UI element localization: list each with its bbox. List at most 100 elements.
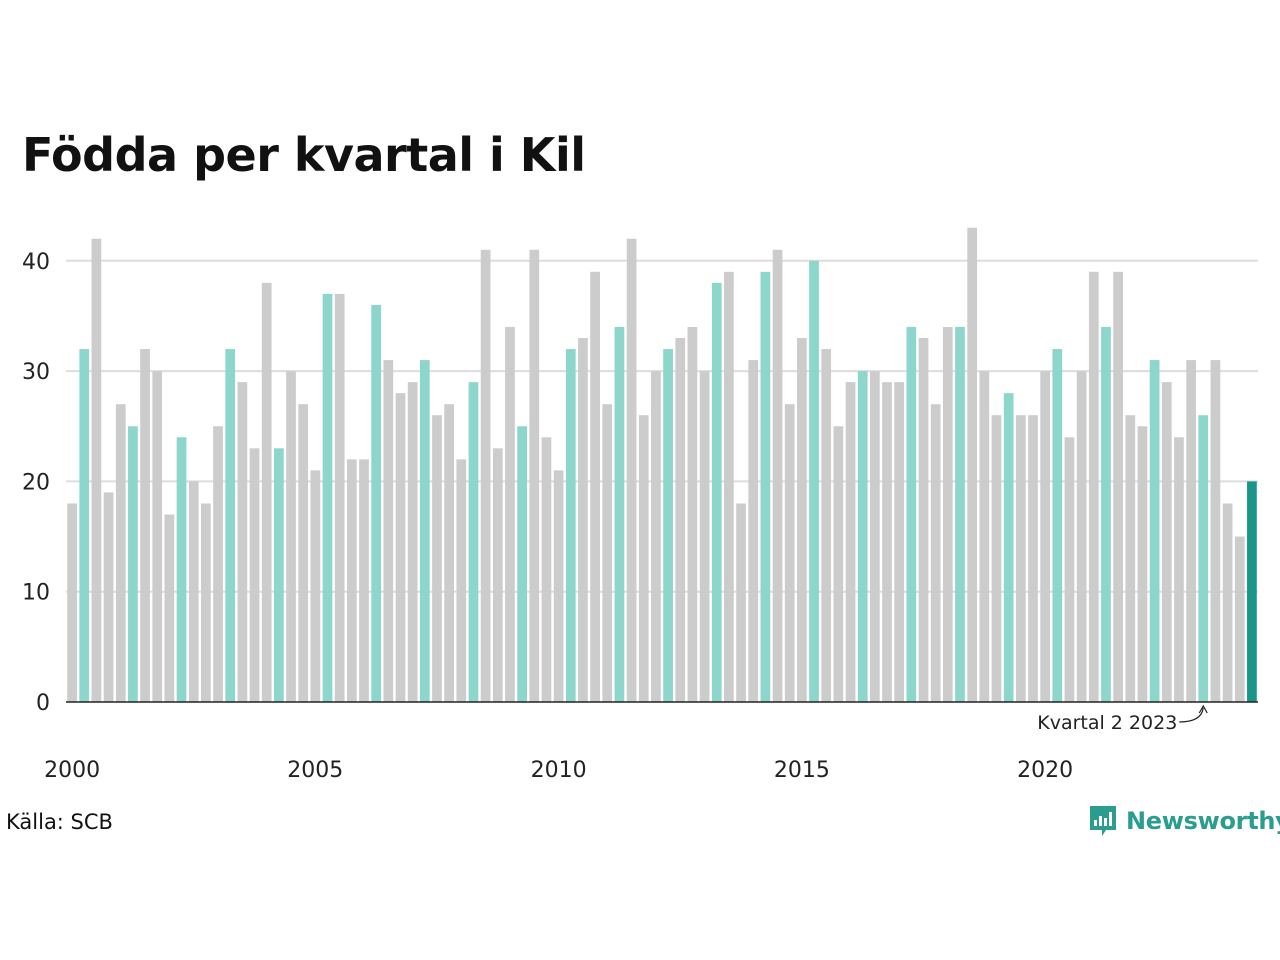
bar — [918, 338, 929, 702]
bar — [626, 238, 637, 703]
annotation-arrowhead — [1198, 704, 1208, 714]
bar — [1076, 371, 1087, 702]
bar — [176, 437, 187, 702]
bar — [444, 404, 455, 702]
bar — [1052, 349, 1063, 702]
bar — [468, 382, 479, 702]
bar — [383, 360, 394, 702]
bar — [334, 293, 345, 702]
bar — [1028, 415, 1038, 702]
bar — [1088, 271, 1099, 702]
annotation-label: Kvartal 2 2023 — [1037, 712, 1177, 734]
bar — [419, 360, 430, 702]
bar — [1137, 426, 1148, 702]
bar — [91, 238, 102, 703]
bar — [492, 448, 503, 702]
y-tick-label: 40 — [22, 250, 50, 275]
bar — [809, 260, 819, 702]
bar — [480, 249, 491, 702]
bar — [1161, 382, 1172, 702]
bar — [894, 382, 905, 702]
bar — [1113, 271, 1123, 702]
bar — [821, 349, 832, 702]
bar — [359, 459, 369, 702]
bar — [1222, 503, 1233, 702]
bar — [371, 304, 382, 702]
newsworthy-logo-icon — [1090, 806, 1116, 836]
bar — [955, 326, 965, 702]
brand-name: Newsworthy — [1126, 807, 1280, 835]
bar — [140, 349, 150, 702]
bar — [201, 503, 211, 702]
bar — [1210, 360, 1221, 702]
bar — [213, 426, 223, 702]
bar — [1015, 415, 1026, 702]
x-axis-ticks: 2000 2005 2010 2015 2020 — [44, 758, 1073, 783]
bar — [1003, 393, 1014, 702]
bar — [1198, 415, 1209, 702]
bar — [1125, 415, 1136, 702]
bar — [565, 349, 576, 702]
bar — [249, 448, 260, 702]
bar — [273, 448, 284, 702]
bar — [115, 404, 126, 702]
bar — [724, 271, 734, 702]
bar — [1174, 437, 1184, 702]
bar — [1149, 360, 1160, 702]
bar — [67, 503, 77, 702]
x-tick-label: 2005 — [287, 758, 343, 783]
annotation-arrow — [1179, 707, 1204, 723]
bar — [1234, 536, 1245, 702]
bar — [79, 349, 90, 702]
y-tick-label: 10 — [22, 581, 50, 606]
bar — [967, 227, 978, 702]
y-axis-ticks: 0 10 20 30 40 — [22, 250, 50, 716]
bar — [237, 382, 248, 702]
bar — [553, 470, 564, 702]
bar — [541, 437, 552, 702]
bar — [930, 404, 941, 702]
bar — [395, 393, 406, 702]
bar — [602, 404, 613, 702]
bar — [456, 459, 467, 702]
bar — [784, 404, 795, 702]
bar — [736, 503, 746, 702]
bar — [638, 415, 649, 702]
bar — [1064, 437, 1075, 702]
bar — [1186, 360, 1196, 702]
bar — [128, 426, 138, 702]
bar — [164, 514, 175, 702]
bar — [772, 249, 783, 702]
bar — [152, 371, 163, 702]
bar — [614, 326, 625, 702]
bar — [578, 338, 588, 702]
x-tick-label: 2000 — [44, 758, 100, 783]
bar — [407, 382, 418, 702]
x-tick-label: 2015 — [774, 758, 830, 783]
bar — [699, 371, 710, 702]
bar — [505, 326, 515, 702]
bar — [663, 349, 673, 702]
x-tick-label: 2020 — [1017, 758, 1073, 783]
y-tick-label: 0 — [36, 691, 50, 716]
bar — [310, 470, 321, 702]
bar — [711, 282, 722, 702]
brand-logo[interactable]: Newsworthy — [1088, 804, 1280, 838]
bar — [979, 371, 990, 702]
bar — [103, 492, 114, 702]
bar — [687, 326, 698, 702]
y-tick-label: 20 — [22, 470, 50, 495]
bar — [906, 326, 917, 702]
bar — [529, 249, 540, 702]
bar — [261, 282, 272, 702]
bars — [67, 227, 1257, 703]
bar — [760, 271, 771, 702]
bar — [651, 371, 661, 702]
source-label: Källa: SCB — [6, 810, 113, 834]
bar — [833, 426, 844, 702]
bar — [517, 426, 527, 702]
bar — [845, 382, 856, 702]
bar — [1101, 326, 1111, 702]
chart-title: Födda per kvartal i Kil — [22, 128, 586, 182]
